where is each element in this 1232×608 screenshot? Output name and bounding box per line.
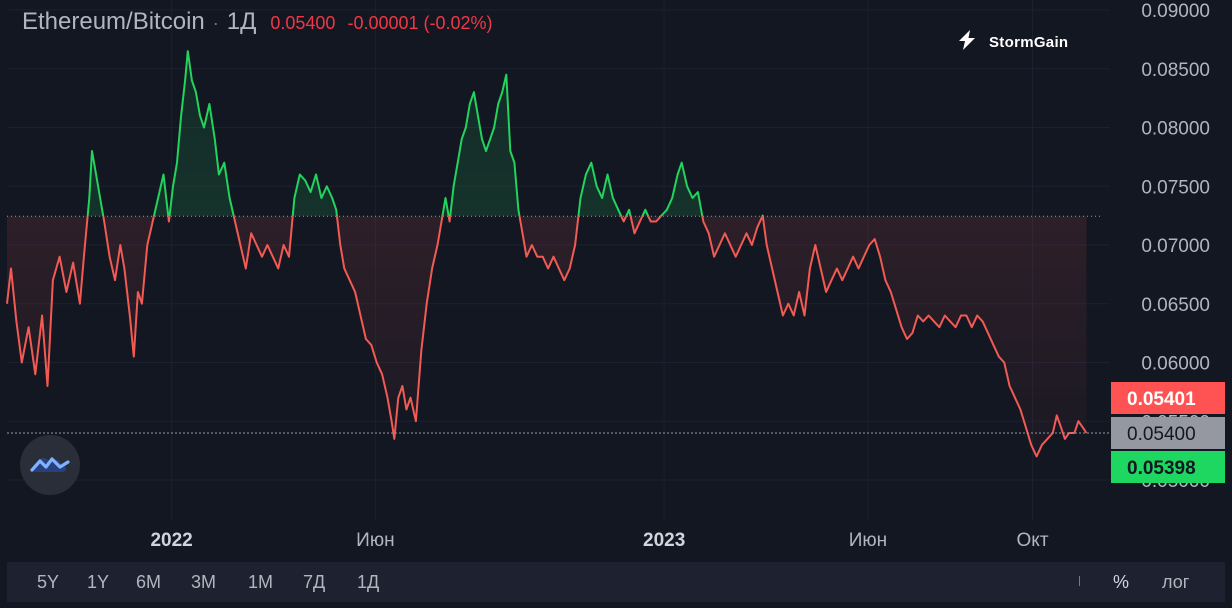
y-tick-label: 0.07000 bbox=[1141, 236, 1210, 257]
interval-label[interactable]: 1Д bbox=[226, 8, 257, 35]
header-separator: · bbox=[212, 13, 219, 33]
toolbar-divider bbox=[1079, 576, 1080, 586]
brand-name: StormGain bbox=[989, 34, 1069, 51]
percent-scale-toggle[interactable]: % bbox=[1113, 572, 1130, 592]
last-price: 0.05400 bbox=[270, 13, 336, 33]
price-label-ask-bg bbox=[1111, 382, 1225, 414]
lightning-icon bbox=[955, 28, 979, 57]
time-axis: 2022 Июн 2023 Июн Окт bbox=[150, 530, 1048, 551]
x-tick-label: Окт bbox=[1017, 530, 1049, 551]
x-tick-label: Июн bbox=[356, 530, 394, 551]
range-button-3m[interactable]: 3M bbox=[191, 572, 217, 592]
x-tick-label: Июн bbox=[849, 530, 887, 551]
y-tick-label: 0.08500 bbox=[1141, 60, 1210, 81]
price-label-last: 0.05400 bbox=[1127, 424, 1196, 445]
price-label-bid-bg bbox=[1111, 451, 1225, 483]
range-toolbar: 5Y 1Y 6M 3M 1M 7Д 1Д % лог bbox=[7, 562, 1225, 602]
y-tick-label: 0.06000 bbox=[1141, 354, 1210, 375]
price-change: -0.00001 (-0.02%) bbox=[347, 13, 493, 33]
line-below-baseline bbox=[6, 216, 1088, 458]
y-tick-label: 0.08000 bbox=[1141, 119, 1210, 140]
area-below-baseline bbox=[7, 216, 1087, 457]
range-button-1y[interactable]: 1Y bbox=[87, 572, 110, 592]
price-labels: 0.05401 0.05400 0.05398 bbox=[1111, 382, 1225, 483]
y-tick-label: 0.09000 bbox=[1141, 1, 1210, 22]
brand-logo[interactable]: StormGain bbox=[955, 28, 1068, 57]
chart-line bbox=[6, 50, 1088, 458]
cloud-chart-icon bbox=[30, 450, 70, 481]
x-tick-label: 2023 bbox=[643, 530, 685, 551]
price-label-last-bg bbox=[1111, 417, 1225, 449]
line-above-baseline bbox=[86, 50, 764, 217]
price-label-bid: 0.05398 bbox=[1127, 458, 1196, 479]
chart-area-fill bbox=[7, 51, 1087, 457]
range-button-7d[interactable]: 7Д bbox=[303, 572, 326, 592]
range-button-1d[interactable]: 1Д bbox=[357, 572, 380, 592]
range-button-5y[interactable]: 5Y bbox=[37, 572, 60, 592]
range-button-1m[interactable]: 1M bbox=[248, 572, 274, 592]
y-tick-label: 0.07500 bbox=[1141, 177, 1210, 198]
tradingview-logo-button[interactable] bbox=[20, 435, 80, 495]
y-tick-label: 0.06500 bbox=[1141, 295, 1210, 316]
range-button-6m[interactable]: 6M bbox=[136, 572, 162, 592]
x-tick-label: 2022 bbox=[150, 530, 192, 551]
symbol-name[interactable]: Ethereum/Bitcoin bbox=[22, 8, 205, 35]
log-scale-toggle[interactable]: лог bbox=[1162, 572, 1190, 592]
symbol-header: Ethereum/Bitcoin · 1Д 0.05400 -0.00001 (… bbox=[22, 8, 493, 44]
price-label-ask: 0.05401 bbox=[1127, 389, 1196, 410]
